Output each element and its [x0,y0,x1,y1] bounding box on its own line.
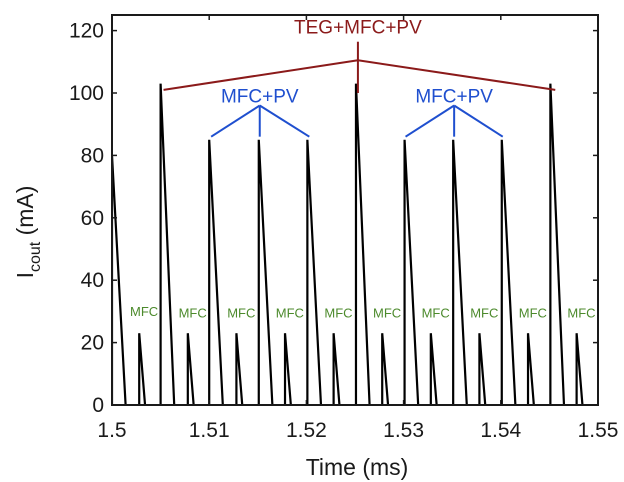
mfc-label-1: MFC [179,306,207,321]
y-axis-label-sub: cout [27,241,44,272]
pv-label-0: MFC+PV [221,86,299,107]
pulse-5 [235,333,244,405]
mfc-label-9: MFC [567,306,595,321]
pulse-9 [332,333,341,405]
teg-bracket-arm-0 [163,59,359,91]
pv-bracket-0-arm-0 [210,104,261,138]
y-axis-label-main: I [12,272,38,278]
y-tick-label-5: 100 [69,82,104,105]
pulse-1 [138,333,147,405]
teg-label: TEG+MFC+PV [294,18,422,39]
pv-bracket-0-arm-1 [259,104,310,138]
pulse-10 [354,83,371,405]
mfc-label-4: MFC [324,306,352,321]
teg-bracket-arm-1 [357,59,556,91]
pulse-6 [257,139,274,405]
pulse-8 [306,139,323,405]
y-tick-label-2: 40 [81,269,104,292]
y-tick-label-6: 120 [69,20,104,43]
pulse-4 [208,139,224,405]
y-tick-label-3: 60 [81,207,104,230]
mfc-label-8: MFC [519,306,547,321]
y-axis-label: Icout (mA) [12,186,44,279]
x-tick-label-2: 1.52 [286,419,327,442]
pulse-13 [429,333,438,405]
y-axis-label-unit: (mA) [12,186,38,242]
x-tick-label-5: 1.55 [578,419,619,442]
x-tick-label-0: 1.5 [97,419,126,442]
y-tick-label-4: 80 [81,144,104,167]
pulse-11 [381,333,390,405]
y-tick-label-0: 0 [92,394,104,417]
pulse-12 [403,139,420,405]
mfc-label-2: MFC [227,306,255,321]
mfc-label-5: MFC [373,306,401,321]
mfc-label-0: MFC [130,304,158,319]
y-tick-label-1: 20 [81,332,104,355]
pulse-17 [526,333,535,405]
pulse-2 [159,83,176,405]
axes-frame [111,14,599,406]
pulse-trace [112,83,598,405]
pulse-0 [112,155,127,405]
mfc-label-3: MFC [276,306,304,321]
x-tick-label-4: 1.54 [480,419,521,442]
pv-bracket-1-arm-0 [405,104,455,138]
pulse-15 [478,333,487,405]
annotations: TEG+MFC+PV MFC+PV MFC+PV MFC MFC MFC MFC MFC MFC… [130,18,596,321]
x-tick-label-1: 1.51 [189,419,230,442]
pulse-18 [549,83,566,405]
mfc-label-6: MFC [422,306,450,321]
pulse-14 [452,139,468,405]
pulse-16 [500,139,517,405]
pv-bracket-1-arm-1 [453,104,504,138]
x-tick-label-3: 1.53 [383,419,424,442]
pulse-3 [186,333,195,405]
pulse-19 [575,333,584,405]
pv-label-1: MFC+PV [415,86,493,107]
axes: 1.5 1.51 1.52 1.53 1.54 1.55 0 20 40 60 80 100 120 [69,14,619,442]
x-axis-label: Time (ms) [306,454,409,480]
pulse-7 [283,333,292,405]
mfc-label-7: MFC [470,306,498,321]
